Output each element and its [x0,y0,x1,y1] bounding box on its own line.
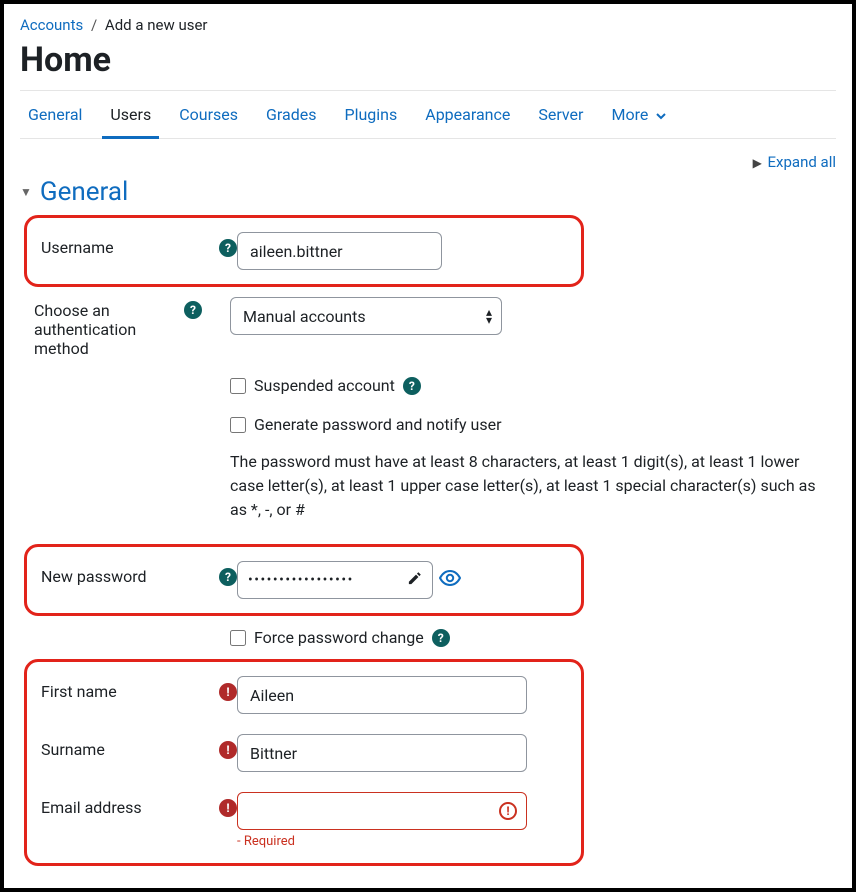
password-mask: ••••••••••••••••• [248,572,401,588]
newpassword-input[interactable]: ••••••••••••••••• [237,561,433,599]
breadcrumb: Accounts / Add a new user [20,16,836,34]
firstname-label: First name [41,682,209,701]
forcechange-checkbox[interactable] [230,630,246,646]
email-label: Email address [41,798,209,817]
help-icon[interactable]: ? [403,377,421,395]
help-icon[interactable]: ? [432,629,450,647]
forcechange-label: Force password change [254,628,424,647]
tab-more-label: More [611,105,648,124]
help-icon[interactable]: ? [184,301,202,319]
password-help-text: The password must have at least 8 charac… [230,450,830,522]
required-icon: ! [219,799,237,817]
highlight-username: Username ? [24,215,584,287]
required-icon: ! [219,741,237,759]
tab-users[interactable]: Users [110,105,151,138]
section-title: General [40,177,128,207]
help-icon[interactable]: ? [219,568,237,586]
highlight-name-email: First name ! Surname ! Email address ! !… [24,659,584,866]
chevron-down-icon [656,105,666,124]
surname-label: Surname [41,740,209,759]
genpass-checkbox[interactable] [230,417,246,433]
tab-general[interactable]: General [28,105,82,138]
eye-icon[interactable] [439,570,461,590]
firstname-input[interactable] [237,676,527,714]
help-icon[interactable]: ? [219,239,237,257]
forcechange-checkbox-row[interactable]: Force password change ? [230,628,450,647]
newpassword-label: New password [41,567,209,586]
expand-all-link[interactable]: Expand all [768,153,836,171]
tab-courses[interactable]: Courses [179,105,238,138]
tab-more[interactable]: More [611,105,666,138]
highlight-newpassword: New password ? ••••••••••••••••• [24,544,584,616]
username-input[interactable] [237,232,442,270]
suspended-checkbox[interactable] [230,378,246,394]
collapse-triangle-icon: ▼ [20,185,32,199]
username-label: Username [41,238,209,257]
breadcrumb-current: Add a new user [105,16,208,34]
expand-all-row: ▶ Expand all [20,153,836,171]
surname-input[interactable] [237,734,527,772]
genpass-checkbox-row[interactable]: Generate password and notify user [230,415,502,434]
required-icon: ! [219,683,237,701]
suspended-checkbox-row[interactable]: Suspended account ? [230,376,421,395]
breadcrumb-sep: / [87,16,101,34]
tab-grades[interactable]: Grades [266,105,316,138]
tabs: General Users Courses Grades Plugins App… [20,91,836,139]
email-input[interactable] [237,792,527,830]
tab-appearance[interactable]: Appearance [425,105,510,138]
expand-triangle-icon: ▶ [753,156,762,170]
breadcrumb-accounts[interactable]: Accounts [20,16,83,34]
page-title: Home [20,40,836,80]
genpass-label: Generate password and notify user [254,415,502,434]
email-error-text: - Required [237,834,295,849]
tab-plugins[interactable]: Plugins [344,105,397,138]
auth-select[interactable]: Manual accounts [230,297,502,335]
auth-label: Choose an authentication method [34,301,174,358]
section-header-general[interactable]: ▼ General [20,177,836,207]
pencil-icon[interactable] [407,571,422,590]
warning-icon: ! [499,802,517,820]
tab-server[interactable]: Server [538,105,583,138]
suspended-label: Suspended account [254,376,395,395]
